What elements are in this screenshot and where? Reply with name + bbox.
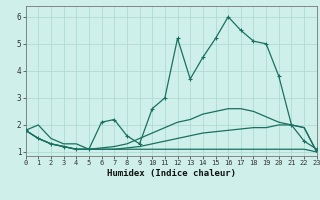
X-axis label: Humidex (Indice chaleur): Humidex (Indice chaleur) (107, 169, 236, 178)
